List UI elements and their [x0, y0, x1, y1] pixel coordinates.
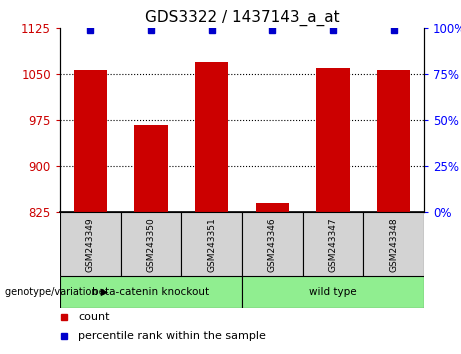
Bar	[303, 212, 363, 276]
Text: genotype/variation ▶: genotype/variation ▶	[5, 287, 108, 297]
Bar	[60, 212, 121, 276]
Text: GSM243349: GSM243349	[86, 217, 95, 272]
Bar	[316, 68, 350, 212]
Text: GSM243351: GSM243351	[207, 217, 216, 272]
Text: count: count	[78, 312, 110, 322]
Bar	[181, 212, 242, 276]
Bar	[242, 276, 424, 308]
Bar	[134, 125, 168, 212]
Bar	[195, 62, 228, 212]
Bar	[242, 212, 303, 276]
Text: GSM243346: GSM243346	[268, 217, 277, 272]
Title: GDS3322 / 1437143_a_at: GDS3322 / 1437143_a_at	[145, 9, 339, 25]
Bar	[74, 70, 107, 212]
Text: beta-catenin knockout: beta-catenin knockout	[92, 287, 210, 297]
Bar	[256, 203, 289, 212]
Text: wild type: wild type	[309, 287, 357, 297]
Text: GSM243348: GSM243348	[389, 217, 398, 272]
Text: percentile rank within the sample: percentile rank within the sample	[78, 331, 266, 341]
Bar	[363, 212, 424, 276]
Bar	[121, 212, 181, 276]
Bar	[377, 70, 410, 212]
Text: GSM243350: GSM243350	[147, 217, 155, 272]
Text: GSM243347: GSM243347	[329, 217, 337, 272]
Bar	[60, 276, 242, 308]
